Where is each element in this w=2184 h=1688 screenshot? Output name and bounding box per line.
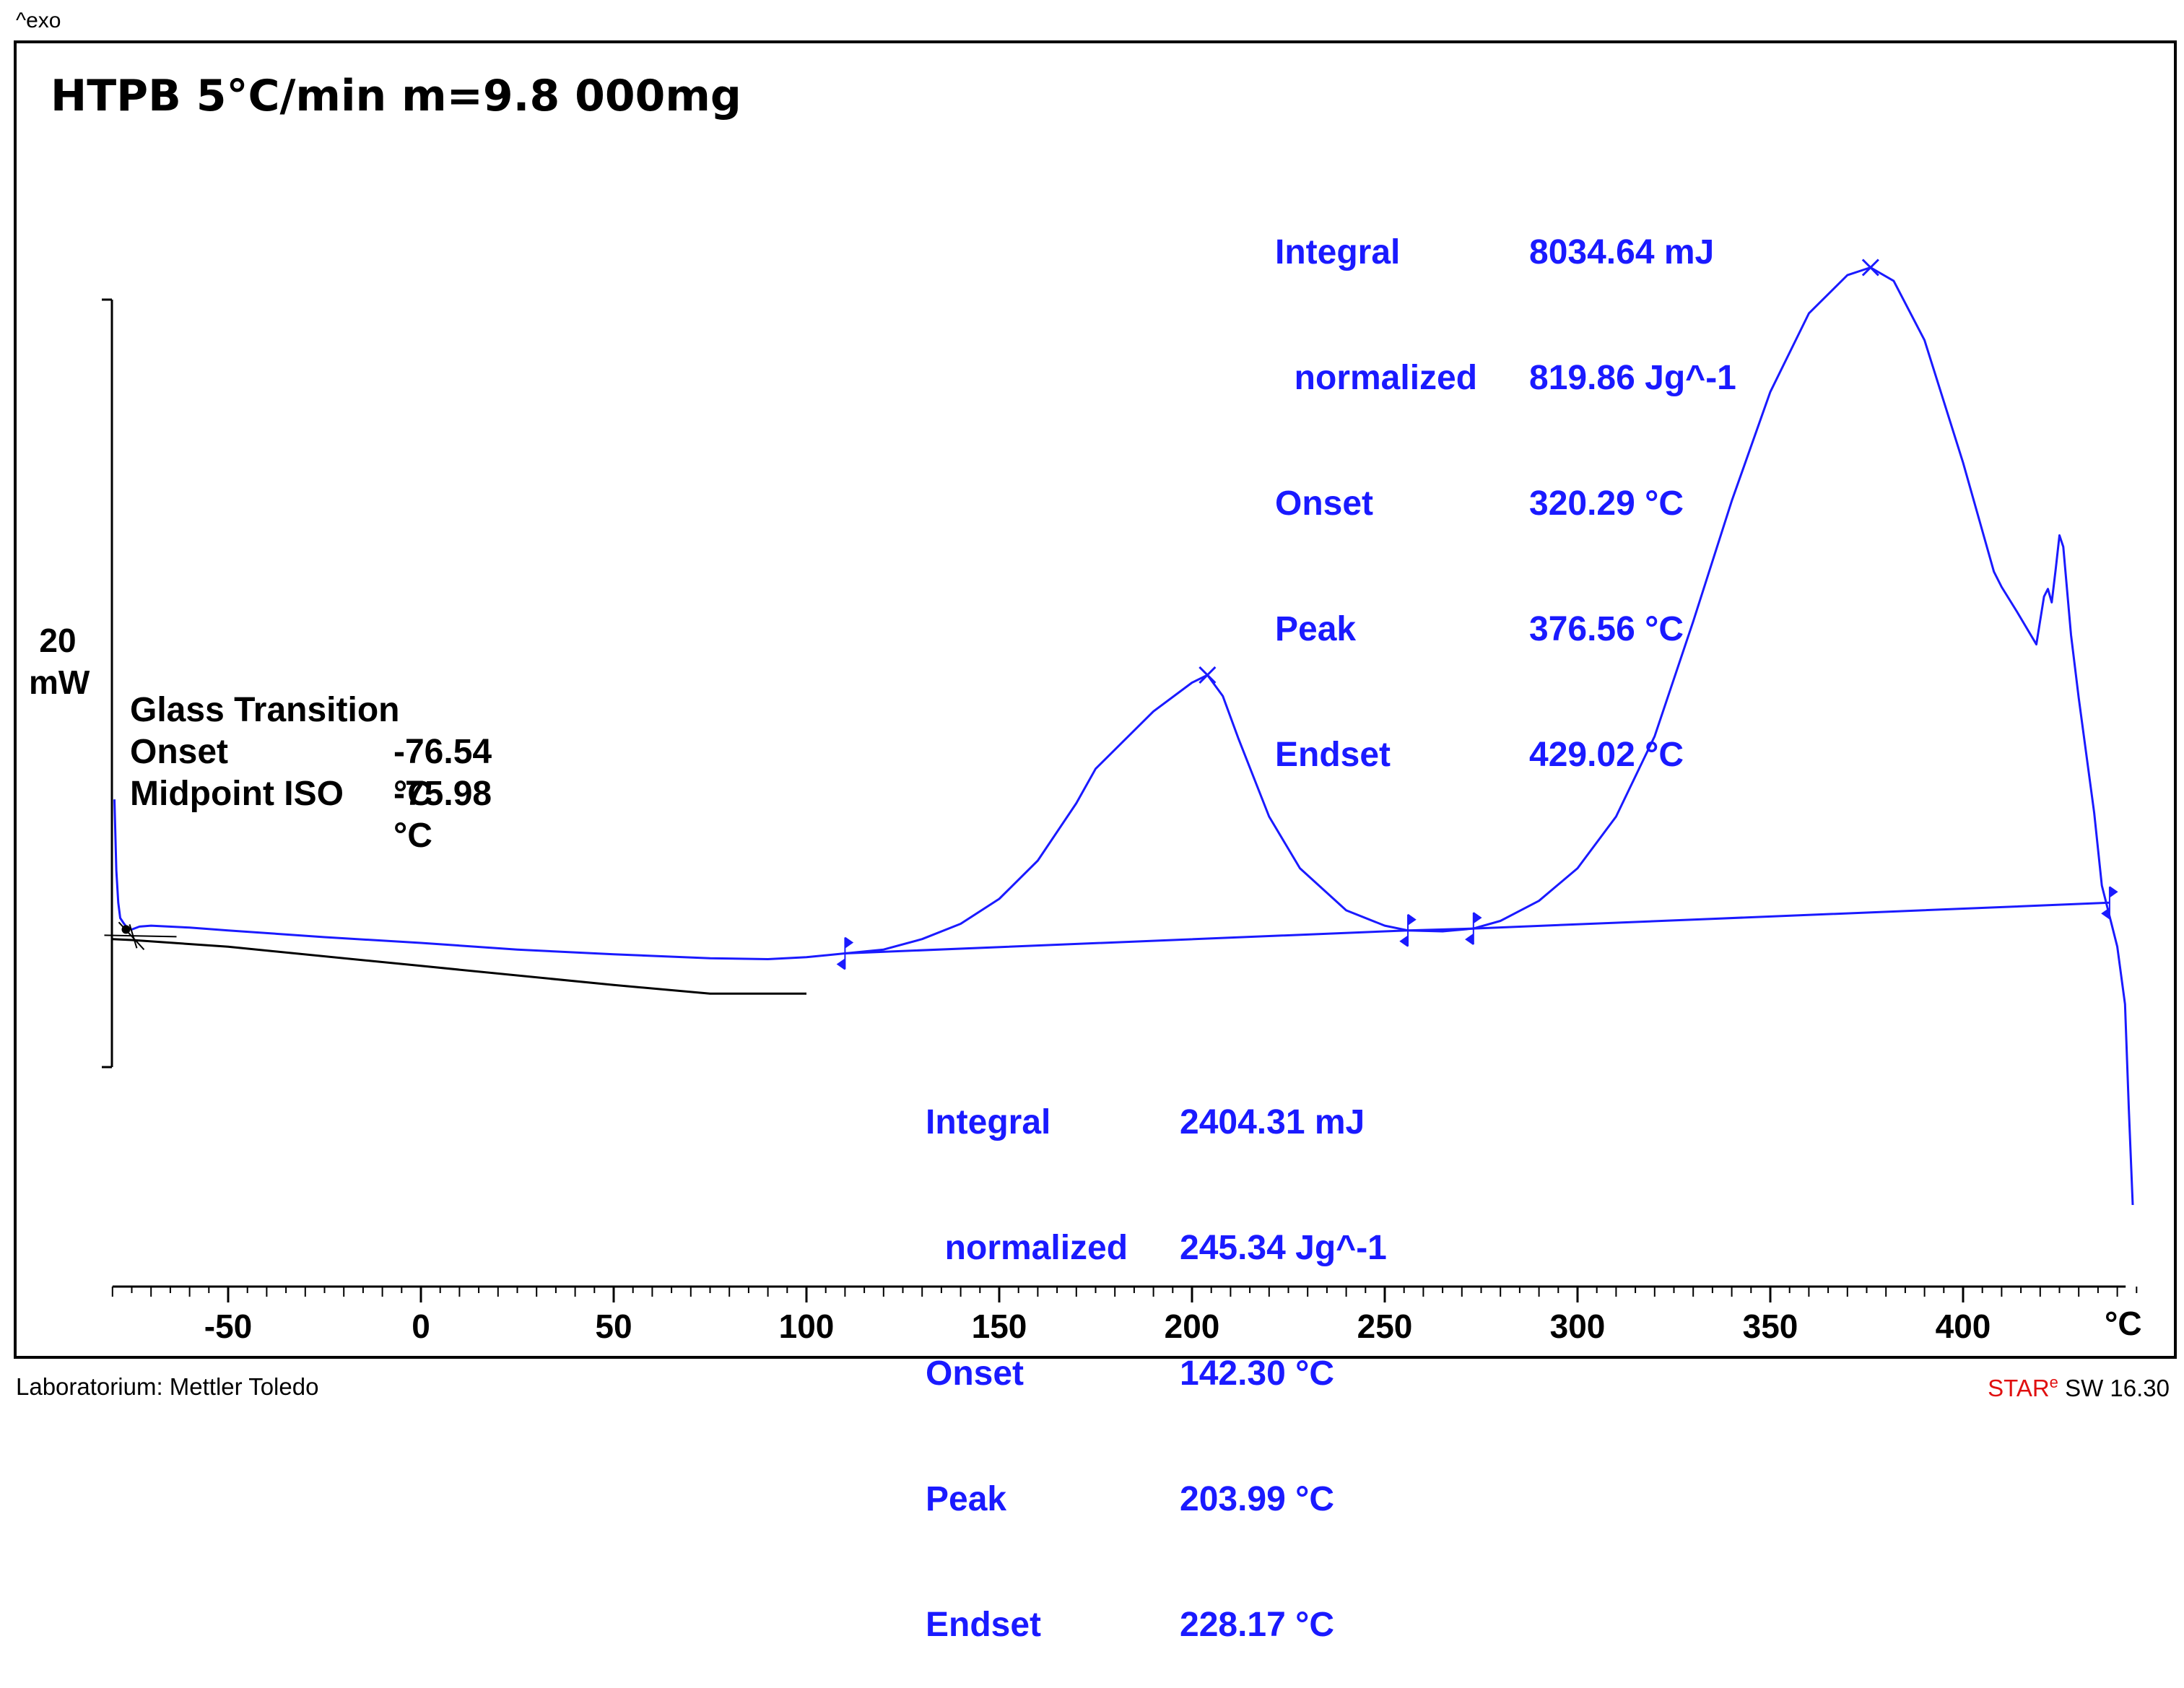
marker-layer	[104, 258, 2118, 970]
dsc-curve	[113, 266, 2134, 1206]
gt-midpoint-value: -75.98 °C	[393, 775, 492, 855]
peak2-annotation: Integral 8034.64 mJ normalized 819.86 Jg^-…	[1275, 148, 1780, 818]
x-tick-label: 300	[1550, 1308, 1606, 1345]
peak-marker	[1861, 258, 1879, 277]
peak1-endset-label: Endset	[926, 1606, 1042, 1644]
x-tick-label: 350	[1743, 1308, 1798, 1345]
x-tick-label: -50	[204, 1308, 252, 1345]
dsc-chart: -50 0 50 100 150 200 250 300 350 400	[102, 258, 2138, 1345]
y-axis-unit: mW	[29, 664, 90, 701]
plot-frame	[14, 40, 2177, 1359]
peak2-normalized-value: 819.86 Jg^-1	[1529, 359, 1736, 397]
peak1-annotation: Integral 2404.31 mJ normalized 245.34 Jg^-…	[926, 1018, 1431, 1688]
integration-limit-marker	[1465, 912, 1482, 945]
glass-transition-title: Glass Transition	[130, 691, 400, 729]
x-tick-label: 150	[972, 1308, 1027, 1345]
peak1-endset-value: 228.17 °C	[1180, 1606, 1335, 1644]
peak2-endset-value: 429.02 °C	[1529, 736, 1684, 774]
glass-transition-construction	[104, 921, 177, 951]
integration-limit-marker	[836, 936, 854, 970]
glass-transition-annotation: Glass Transition Onset -76.54 °C Midpoin…	[130, 689, 492, 855]
peak1-integral-label: Integral	[926, 1103, 1051, 1141]
footer-lab: Laboratorium: Mettler Toledo	[16, 1373, 319, 1400]
chart-title: HTPB 5°C/min m=9.8 000mg	[51, 71, 741, 121]
tick-layer: -50 0 50 100 150 200 250 300 350 400	[111, 1287, 2138, 1345]
x-tick-label: 100	[779, 1308, 835, 1345]
x-tick-label: 400	[1936, 1308, 1991, 1345]
peak1-normalized-value: 245.34 Jg^-1	[1180, 1229, 1387, 1267]
series-layer	[112, 266, 2134, 1206]
peak2-peak-label: Peak	[1275, 610, 1357, 648]
x-tick-label: 250	[1357, 1308, 1413, 1345]
software-version: SW 16.30	[2058, 1375, 2170, 1401]
peak1-onset-value: 142.30 °C	[1180, 1354, 1335, 1393]
gt-onset-point	[121, 925, 131, 934]
x-axis-unit: °C	[2105, 1305, 2142, 1342]
x-tick-label: 50	[595, 1308, 632, 1345]
peak2-integral-label: Integral	[1275, 233, 1401, 271]
peak1-integral-value: 2404.31 mJ	[1180, 1103, 1365, 1141]
peak1-onset-label: Onset	[926, 1354, 1024, 1393]
exo-direction-label: ^exo	[16, 9, 61, 32]
gt-midpoint-label: Midpoint ISO	[130, 775, 344, 813]
footer-software: STARe SW 16.30	[1988, 1373, 2170, 1402]
baseline-line	[845, 901, 2110, 954]
software-brand: STAR	[1988, 1375, 2050, 1401]
x-tick-label: 200	[1165, 1308, 1220, 1345]
y-scale-value: 20	[39, 622, 77, 659]
peak2-onset-value: 320.29 °C	[1529, 484, 1684, 523]
peak1-peak-value: 203.99 °C	[1180, 1480, 1335, 1518]
software-sup: e	[2049, 1373, 2058, 1391]
x-tick-label: 0	[412, 1308, 430, 1345]
peak1-normalized-label: normalized	[926, 1229, 1128, 1267]
peak2-onset-label: Onset	[1275, 484, 1374, 523]
peak2-endset-label: Endset	[1275, 736, 1391, 774]
integration-limit-marker	[2101, 886, 2118, 920]
integration-limit-marker	[1399, 913, 1417, 947]
peak2-peak-value: 376.56 °C	[1529, 610, 1684, 648]
gt-onset-value: -76.54 °C	[393, 733, 492, 813]
peak1-peak-label: Peak	[926, 1480, 1007, 1518]
peak-marker	[1198, 666, 1217, 684]
peak2-normalized-label: normalized	[1275, 359, 1478, 397]
glass-transition-curve	[112, 938, 806, 995]
peak2-integral-value: 8034.64 mJ	[1529, 233, 1715, 271]
gt-onset-label: Onset	[130, 733, 229, 771]
